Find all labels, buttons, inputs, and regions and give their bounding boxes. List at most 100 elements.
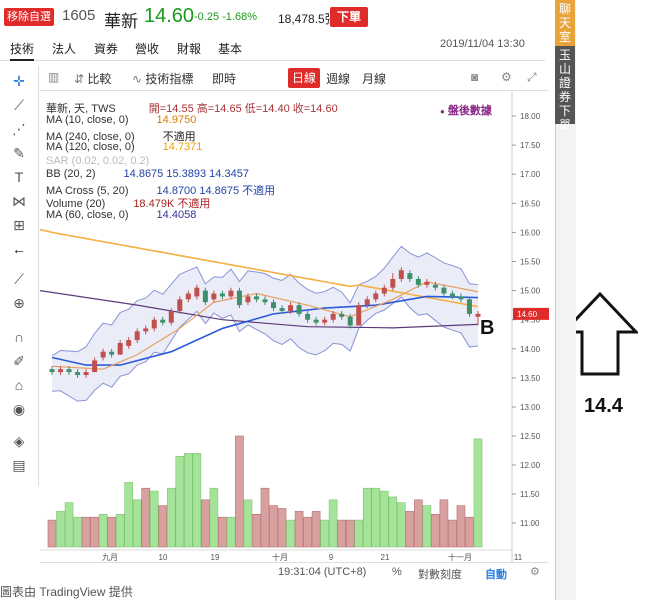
legend-row-value: 14.9750	[156, 114, 197, 126]
legend-row: MA (240, close, 0) 不適用	[46, 128, 196, 144]
candle-body	[151, 319, 157, 329]
legend-row-label: SAR (0.02, 0.02, 0.2)	[46, 154, 150, 167]
percent-toggle[interactable]: %	[392, 566, 402, 578]
ruler-icon[interactable]: ⟋	[14, 271, 24, 287]
fib-icon[interactable]: ⋰	[12, 121, 26, 137]
volume-bar	[141, 487, 151, 548]
candle-body	[347, 316, 353, 326]
back-arrow-icon[interactable]: ←	[12, 241, 26, 257]
broker-order-button[interactable]: 玉山證券下單	[555, 46, 575, 132]
ma20-line	[51, 295, 479, 366]
layers-icon[interactable]: ◈	[13, 433, 25, 449]
volume-tick-label: 12.00	[520, 461, 541, 470]
indicators-button[interactable]: ∿ 技術指標	[132, 72, 194, 86]
interval-month[interactable]: 月線	[362, 72, 387, 86]
sidebar-toggle-icon[interactable]: ▥	[48, 70, 60, 84]
candle-body	[356, 305, 362, 326]
tab-financials[interactable]: 財報	[177, 42, 202, 56]
quote-datetime: 2019/11/04 13:30	[440, 38, 525, 50]
candle-body	[168, 310, 174, 323]
volume-bar	[473, 438, 483, 548]
trash-icon[interactable]: ▤	[12, 457, 26, 473]
volume-bar	[132, 499, 142, 548]
order-button[interactable]: 下單	[330, 7, 368, 27]
eye-icon[interactable]: ◉	[12, 401, 26, 417]
compare-button[interactable]: ⇵ 比較	[74, 72, 112, 86]
volume-bar	[243, 499, 253, 548]
legend-row-label: MA Cross (5, 20)	[46, 184, 129, 197]
candle-body	[245, 296, 251, 303]
tab-margin[interactable]: 資券	[94, 42, 119, 56]
drawing-toolbar: ✛ ⟋ ⋰ ✎ T ⋈ ⊞ ← ⟋ ⊕ ∩ ✐ ⌂ ◉ ◈ ▤	[0, 66, 39, 486]
volume-bar	[81, 516, 91, 548]
volume-bar	[465, 516, 474, 548]
price-chart[interactable]: 18.00 17.50 17.00 16.50 16.00 15.50 15.00 14.50…	[40, 92, 550, 578]
candle-body	[211, 293, 217, 300]
interval-week[interactable]: 週線	[326, 72, 351, 86]
magnet-icon[interactable]: ∩	[13, 329, 25, 345]
brush-icon[interactable]: ✎	[13, 145, 25, 161]
x-tick-label: 十月	[272, 552, 288, 562]
candle-body	[330, 313, 336, 320]
candle-body	[228, 290, 234, 297]
candle-body	[424, 281, 430, 285]
lock-pencil-icon[interactable]: ✐	[13, 353, 25, 369]
volume-bar	[397, 502, 406, 548]
last-price-label: 14.60	[517, 310, 538, 319]
trendline-icon[interactable]: ⟋	[14, 97, 24, 113]
candle-body	[109, 351, 115, 355]
candle-body	[381, 287, 387, 294]
volume-bar	[90, 516, 99, 548]
x-tick-label: 21	[381, 553, 390, 562]
candle-body	[475, 313, 481, 317]
measure-icon[interactable]: ⊞	[13, 217, 25, 233]
volume-bar	[354, 519, 364, 548]
interval-day[interactable]: 日線	[288, 68, 320, 88]
volume-bar	[328, 499, 338, 548]
volume-bar	[422, 505, 432, 548]
zoom-in-icon[interactable]: ⊕	[13, 295, 25, 311]
status-time: 19:31:04 (UTC+8)	[278, 566, 367, 578]
gear-icon[interactable]: ⚙	[501, 70, 512, 84]
volume-bar	[64, 502, 74, 548]
volume-bar	[362, 487, 372, 548]
tab-institutional[interactable]: 法人	[52, 42, 77, 56]
volume-bar	[107, 516, 116, 548]
chat-room-button[interactable]: 聊天室	[555, 0, 575, 46]
camera-icon[interactable]: ◙	[471, 70, 479, 84]
candle-body	[253, 296, 259, 300]
fullscreen-icon[interactable]: ⤢	[527, 70, 537, 84]
tab-technical[interactable]: 技術	[10, 40, 35, 61]
price-tick-label: 14.50	[520, 316, 541, 325]
legend-title-row: 華新, 天, TWS 開=14.55 高=14.65 低=14.40 收=14.…	[46, 100, 338, 116]
auto-scale-toggle[interactable]: 自動	[485, 569, 507, 581]
lock-icon[interactable]: ⌂	[14, 377, 24, 393]
log-scale-toggle[interactable]: 對數刻度	[418, 569, 462, 581]
volume-bar	[337, 519, 346, 548]
legend-row-label: BB (20, 2)	[46, 168, 96, 180]
candle-body	[407, 273, 413, 279]
volume-bar	[269, 505, 278, 548]
scale-settings-icon[interactable]: ⚙	[530, 566, 540, 578]
interval-realtime[interactable]: 即時	[212, 72, 237, 86]
x-tick-label: 11	[514, 553, 523, 562]
x-tick-label: 10	[159, 553, 168, 562]
text-icon[interactable]: T	[14, 169, 24, 185]
tab-revenue[interactable]: 營收	[135, 42, 160, 56]
tab-basic[interactable]: 基本	[218, 42, 243, 56]
candle-body	[134, 331, 140, 341]
volume-bar	[320, 519, 329, 548]
volume-bar	[166, 487, 176, 548]
crosshair-icon[interactable]: ✛	[13, 73, 25, 89]
legend-row-value: 14.4058	[156, 208, 197, 221]
volume-bar	[184, 453, 193, 548]
volume-bar	[149, 490, 159, 548]
pattern-icon[interactable]: ⋈	[12, 193, 26, 209]
candle-body	[194, 287, 200, 297]
legend-row: Volume (20) 18.479K 不適用	[46, 195, 210, 211]
chart-toolbar: ▥ ⇵ 比較 ∿ 技術指標 即時 日線 週線 月線 ◙ ⚙ ⤢	[40, 66, 548, 91]
follow-toggle-button[interactable]: 移除自選	[4, 8, 54, 26]
volume-bar	[405, 511, 415, 548]
volume-bar	[388, 496, 398, 548]
price-tick-label: 17.50	[520, 141, 541, 150]
